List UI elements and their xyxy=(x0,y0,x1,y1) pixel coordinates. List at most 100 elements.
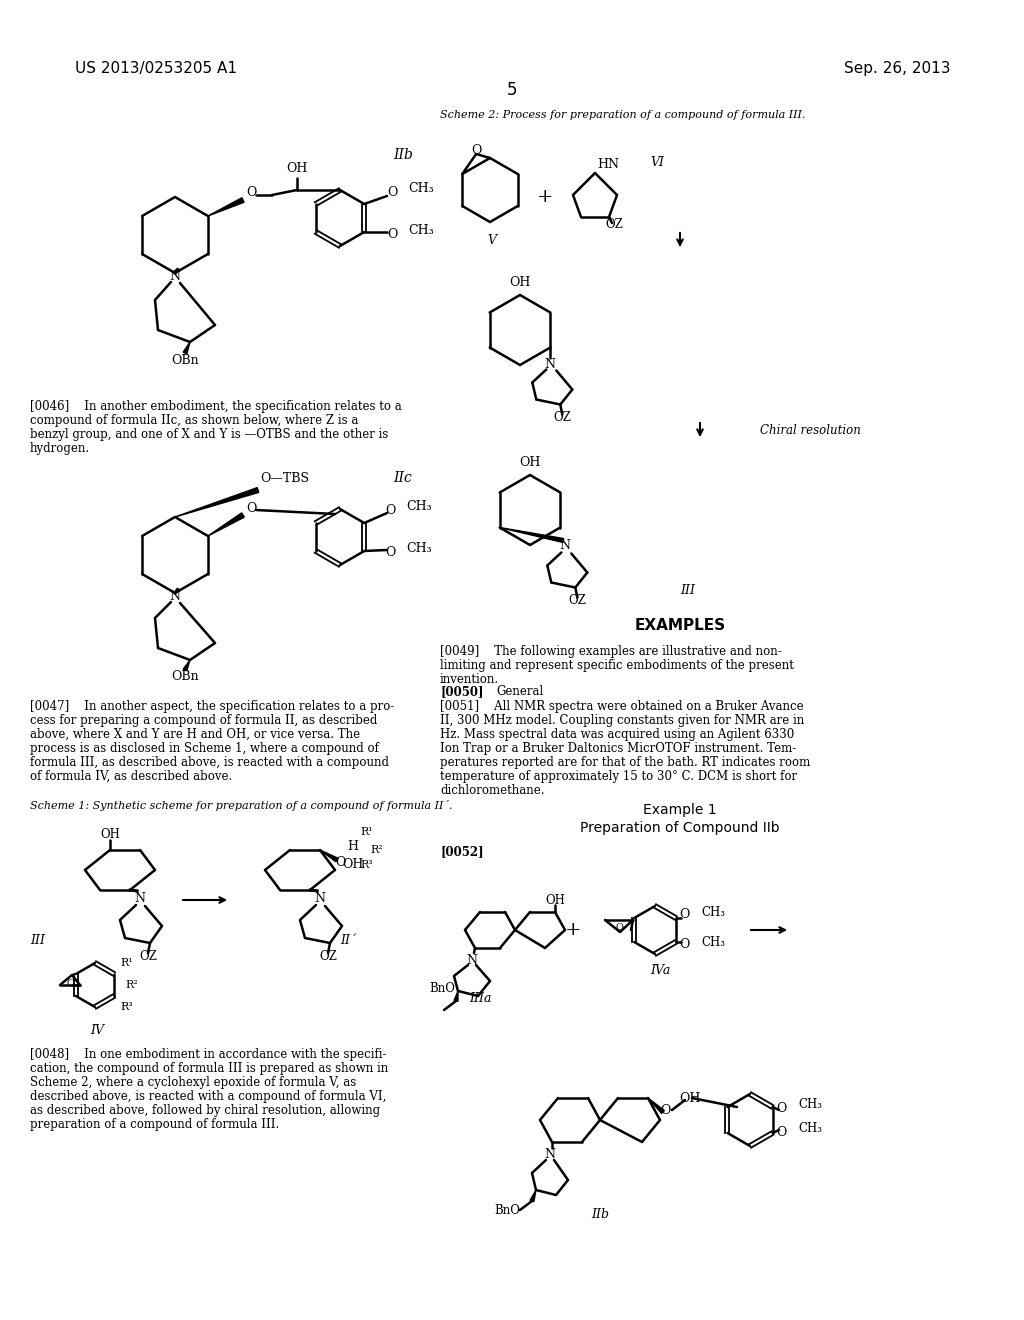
Text: N: N xyxy=(314,891,326,904)
Text: R²: R² xyxy=(125,979,138,990)
Text: O: O xyxy=(67,978,74,987)
Polygon shape xyxy=(183,660,190,671)
Text: IIb: IIb xyxy=(591,1209,609,1221)
Text: R¹: R¹ xyxy=(360,828,373,837)
Text: dichloromethane.: dichloromethane. xyxy=(440,784,545,797)
Text: 5: 5 xyxy=(507,81,517,99)
Text: Ion Trap or a Bruker Daltonics MicrOTOF instrument. Tem-: Ion Trap or a Bruker Daltonics MicrOTOF … xyxy=(440,742,797,755)
Text: [0046]    In another embodiment, the specification relates to a: [0046] In another embodiment, the specif… xyxy=(30,400,401,413)
Text: N: N xyxy=(170,271,180,284)
Text: N: N xyxy=(467,953,477,966)
Polygon shape xyxy=(454,991,458,1002)
Text: [0052]: [0052] xyxy=(440,845,483,858)
Polygon shape xyxy=(500,528,563,543)
Text: O: O xyxy=(615,924,623,932)
Text: IIIa: IIIa xyxy=(469,991,492,1005)
Text: CH₃: CH₃ xyxy=(408,223,433,236)
Text: R³: R³ xyxy=(360,861,373,870)
Text: Scheme 2: Process for preparation of a compound of formula III.: Scheme 2: Process for preparation of a c… xyxy=(440,110,805,120)
Text: preparation of a compound of formula III.: preparation of a compound of formula III… xyxy=(30,1118,280,1131)
Text: limiting and represent specific embodiments of the present: limiting and represent specific embodime… xyxy=(440,659,794,672)
Text: OH: OH xyxy=(519,457,541,470)
Text: V: V xyxy=(487,234,497,247)
Text: [0047]    In another aspect, the specification relates to a pro-: [0047] In another aspect, the specificat… xyxy=(30,700,394,713)
Text: described above, is reacted with a compound of formula VI,: described above, is reacted with a compo… xyxy=(30,1090,386,1104)
Text: CH₃: CH₃ xyxy=(798,1097,822,1110)
Text: CH₃: CH₃ xyxy=(798,1122,822,1134)
Text: OH: OH xyxy=(100,829,120,842)
Text: O: O xyxy=(246,186,256,199)
Text: III: III xyxy=(680,583,695,597)
Text: +: + xyxy=(565,921,582,939)
Text: Preparation of Compound IIb: Preparation of Compound IIb xyxy=(581,821,780,836)
Text: benzyl group, and one of X and Y is —OTBS and the other is: benzyl group, and one of X and Y is —OTB… xyxy=(30,428,388,441)
Text: OH: OH xyxy=(679,1092,700,1105)
Text: IVa: IVa xyxy=(650,964,670,977)
Text: Sep. 26, 2013: Sep. 26, 2013 xyxy=(844,61,950,75)
Text: O: O xyxy=(776,1101,786,1114)
Text: +: + xyxy=(537,187,553,206)
Text: O: O xyxy=(679,908,689,921)
Text: OH: OH xyxy=(342,858,364,871)
Text: CH₃: CH₃ xyxy=(406,541,432,554)
Text: N: N xyxy=(560,539,570,552)
Text: HN: HN xyxy=(597,158,618,172)
Text: IV: IV xyxy=(90,1023,104,1036)
Text: R³: R³ xyxy=(120,1002,133,1012)
Text: OZ: OZ xyxy=(319,949,337,962)
Text: III: III xyxy=(30,933,45,946)
Text: R¹: R¹ xyxy=(120,958,133,968)
Text: N: N xyxy=(545,358,556,371)
Text: OH: OH xyxy=(287,161,307,174)
Text: above, where X and Y are H and OH, or vice versa. The: above, where X and Y are H and OH, or vi… xyxy=(30,729,360,741)
Text: Chiral resolution: Chiral resolution xyxy=(760,424,861,437)
Text: [0048]    In one embodiment in accordance with the specifi-: [0048] In one embodiment in accordance w… xyxy=(30,1048,386,1061)
Text: CH₃: CH₃ xyxy=(408,181,433,194)
Polygon shape xyxy=(208,198,244,216)
Text: Scheme 1: Synthetic scheme for preparation of a compound of formula II´.: Scheme 1: Synthetic scheme for preparati… xyxy=(30,800,453,810)
Text: VI: VI xyxy=(650,157,664,169)
Text: OZ: OZ xyxy=(553,411,571,424)
Text: compound of formula IIc, as shown below, where Z is a: compound of formula IIc, as shown below,… xyxy=(30,414,358,426)
Text: formula III, as described above, is reacted with a compound: formula III, as described above, is reac… xyxy=(30,756,389,770)
Text: BnO: BnO xyxy=(495,1204,520,1217)
Text: temperature of approximately 15 to 30° C. DCM is short for: temperature of approximately 15 to 30° C… xyxy=(440,770,797,783)
Text: O—TBS: O—TBS xyxy=(260,471,309,484)
Text: invention.: invention. xyxy=(440,673,499,686)
Text: O: O xyxy=(387,186,397,199)
Polygon shape xyxy=(530,1191,536,1201)
Text: CH₃: CH₃ xyxy=(701,936,725,949)
Text: OZ: OZ xyxy=(568,594,587,607)
Text: O: O xyxy=(679,939,689,952)
Text: IIc: IIc xyxy=(393,471,412,484)
Text: EXAMPLES: EXAMPLES xyxy=(635,618,726,632)
Text: II´: II´ xyxy=(340,933,356,946)
Text: IIb: IIb xyxy=(393,148,413,162)
Polygon shape xyxy=(183,342,190,354)
Text: OH: OH xyxy=(509,276,530,289)
Text: O: O xyxy=(387,228,397,242)
Text: O: O xyxy=(385,546,395,560)
Text: hydrogen.: hydrogen. xyxy=(30,442,90,455)
Text: O: O xyxy=(471,144,481,157)
Text: R²: R² xyxy=(370,845,383,855)
Text: OH: OH xyxy=(545,894,565,907)
Text: cation, the compound of formula III is prepared as shown in: cation, the compound of formula III is p… xyxy=(30,1063,388,1074)
Text: US 2013/0253205 A1: US 2013/0253205 A1 xyxy=(75,61,237,75)
Text: N: N xyxy=(545,1148,555,1162)
Text: O: O xyxy=(246,502,256,515)
Text: Hz. Mass spectral data was acquired using an Agilent 6330: Hz. Mass spectral data was acquired usin… xyxy=(440,729,795,741)
Text: OZ: OZ xyxy=(139,949,157,962)
Text: O: O xyxy=(335,855,345,869)
Polygon shape xyxy=(208,513,245,536)
Text: N: N xyxy=(134,891,145,904)
Text: OBn: OBn xyxy=(171,671,199,684)
Polygon shape xyxy=(648,1098,665,1114)
Text: II, 300 MHz model. Coupling constants given for NMR are in: II, 300 MHz model. Coupling constants gi… xyxy=(440,714,804,727)
Text: OBn: OBn xyxy=(171,354,199,367)
Text: Scheme 2, where a cyclohexyl epoxide of formula V, as: Scheme 2, where a cyclohexyl epoxide of … xyxy=(30,1076,356,1089)
Text: General: General xyxy=(496,685,544,698)
Polygon shape xyxy=(175,487,259,517)
Text: CH₃: CH₃ xyxy=(406,500,432,513)
Text: H: H xyxy=(347,841,358,854)
